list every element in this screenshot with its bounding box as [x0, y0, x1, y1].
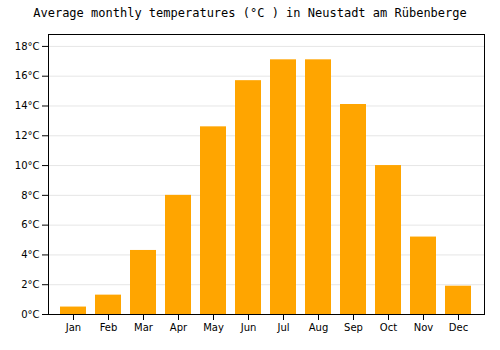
svg-text:6°C: 6°C: [21, 219, 39, 230]
svg-text:12°C: 12°C: [15, 130, 40, 141]
svg-text:16°C: 16°C: [15, 70, 40, 81]
svg-text:10°C: 10°C: [15, 160, 40, 171]
svg-text:Jun: Jun: [240, 322, 257, 333]
svg-text:Mar: Mar: [134, 322, 154, 333]
svg-text:8°C: 8°C: [21, 190, 39, 201]
svg-text:Dec: Dec: [449, 322, 468, 333]
svg-text:Nov: Nov: [414, 322, 434, 333]
svg-text:18°C: 18°C: [15, 41, 40, 52]
svg-text:Jul: Jul: [276, 322, 289, 333]
svg-text:4°C: 4°C: [21, 249, 39, 260]
svg-text:Aug: Aug: [309, 322, 329, 333]
svg-text:Oct: Oct: [380, 322, 397, 333]
svg-text:May: May: [203, 322, 224, 333]
svg-text:Jan: Jan: [65, 322, 81, 333]
svg-text:Sep: Sep: [344, 322, 363, 333]
html-text:Average monthly temperatures (: Average monthly temperatures (°C ) in Ne…: [33, 6, 467, 20]
svg-text:0°C: 0°C: [21, 309, 39, 320]
svg-text:Apr: Apr: [170, 322, 188, 333]
svg-text:Feb: Feb: [100, 322, 118, 333]
svg-text:14°C: 14°C: [15, 100, 40, 111]
svg-text:2°C: 2°C: [21, 279, 39, 290]
